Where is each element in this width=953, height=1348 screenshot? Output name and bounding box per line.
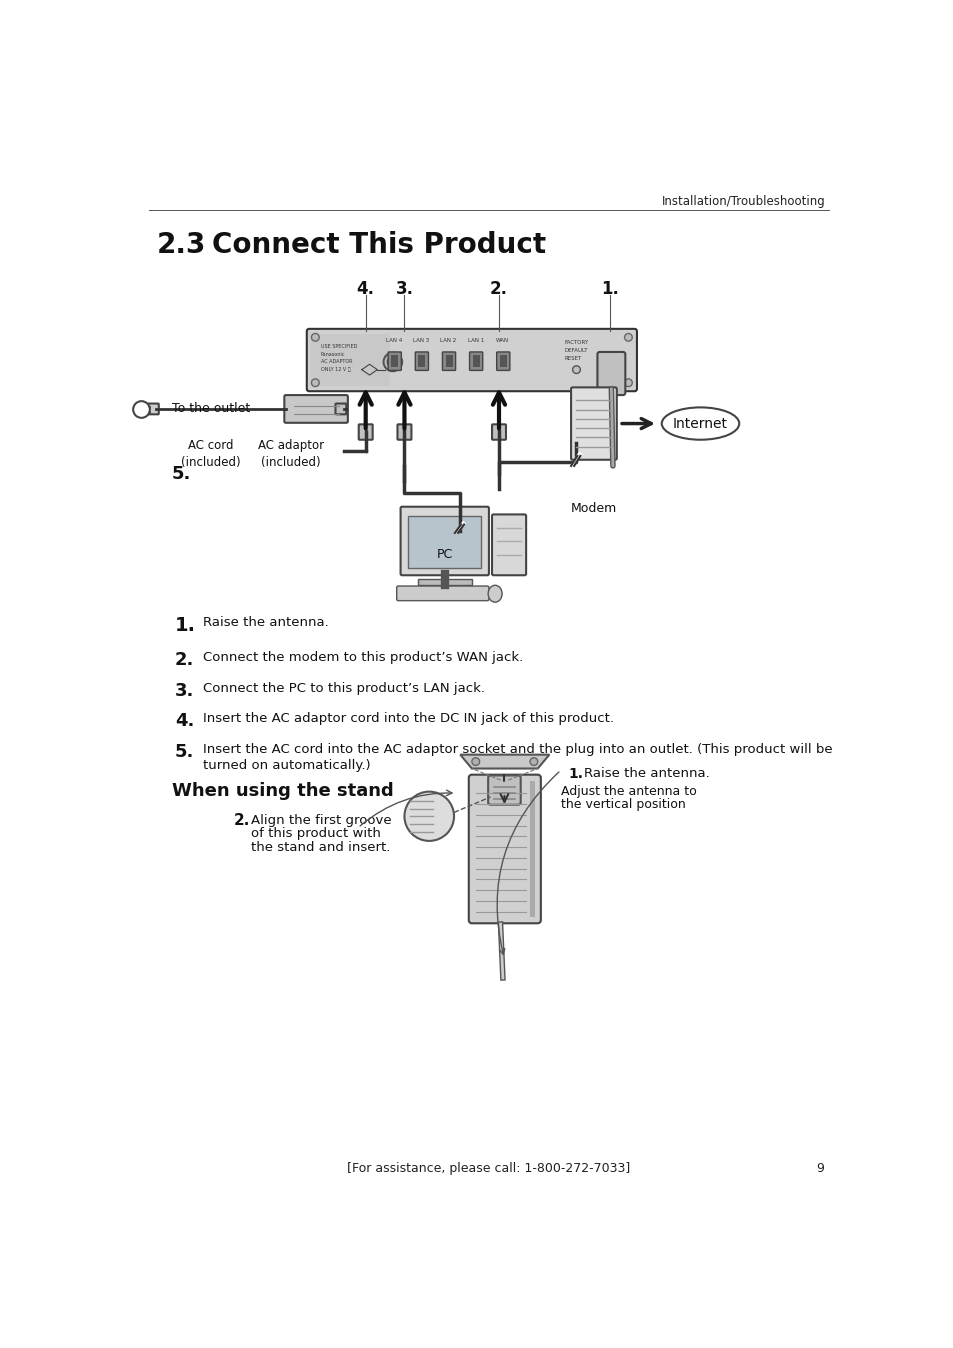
Text: Raise the antenna.: Raise the antenna. — [203, 616, 329, 630]
Text: 1.: 1. — [174, 616, 196, 635]
Text: of this product with: of this product with — [251, 828, 380, 840]
FancyBboxPatch shape — [597, 352, 624, 395]
Text: Connect This Product: Connect This Product — [212, 231, 546, 259]
Text: RESET: RESET — [564, 356, 581, 361]
Bar — [445, 355, 452, 368]
Bar — [391, 355, 397, 368]
Circle shape — [624, 379, 632, 387]
Text: AC cord
(included): AC cord (included) — [181, 439, 240, 469]
Circle shape — [404, 791, 454, 841]
Text: PC: PC — [436, 547, 453, 561]
Text: LAN 2: LAN 2 — [440, 338, 456, 342]
Text: Connect the PC to this product’s LAN jack.: Connect the PC to this product’s LAN jac… — [203, 682, 484, 694]
FancyBboxPatch shape — [397, 425, 411, 439]
Text: 3.: 3. — [174, 682, 194, 700]
Text: WAN: WAN — [496, 338, 509, 342]
Text: USE SPECIFIED: USE SPECIFIED — [320, 344, 356, 349]
Bar — [499, 355, 506, 368]
Text: LAN 3: LAN 3 — [413, 338, 429, 342]
Text: Connect the modem to this product’s WAN jack.: Connect the modem to this product’s WAN … — [203, 651, 522, 663]
Text: Adjust the antenna to: Adjust the antenna to — [560, 785, 696, 798]
Text: 5.: 5. — [174, 743, 194, 762]
Text: To the outlet: To the outlet — [172, 402, 250, 415]
Text: turned on automatically.): turned on automatically.) — [203, 759, 370, 771]
Circle shape — [383, 353, 402, 371]
Text: FACTORY: FACTORY — [564, 340, 588, 345]
FancyBboxPatch shape — [400, 507, 488, 576]
FancyBboxPatch shape — [388, 352, 401, 371]
Text: 4.: 4. — [356, 280, 375, 298]
FancyBboxPatch shape — [358, 425, 373, 439]
FancyBboxPatch shape — [492, 425, 505, 439]
Text: 3.: 3. — [395, 280, 413, 298]
FancyBboxPatch shape — [468, 775, 540, 923]
Text: Insert the AC cord into the AC adaptor socket and the plug into an outlet. (This: Insert the AC cord into the AC adaptor s… — [203, 743, 832, 756]
Bar — [408, 516, 480, 568]
Text: Panasonic: Panasonic — [320, 352, 345, 357]
Text: 2.3: 2.3 — [156, 231, 206, 259]
Text: Installation/Troubleshooting: Installation/Troubleshooting — [661, 195, 825, 209]
FancyBboxPatch shape — [488, 775, 520, 805]
Circle shape — [572, 365, 579, 373]
FancyBboxPatch shape — [307, 329, 637, 391]
FancyBboxPatch shape — [497, 352, 509, 371]
Polygon shape — [459, 755, 549, 768]
Text: [For assistance, please call: 1-800-272-7033]: [For assistance, please call: 1-800-272-… — [347, 1162, 630, 1174]
FancyBboxPatch shape — [492, 515, 525, 576]
FancyBboxPatch shape — [415, 352, 428, 371]
Text: Align the first groove: Align the first groove — [251, 814, 392, 826]
Text: 2.: 2. — [233, 813, 250, 828]
Text: 2.: 2. — [490, 280, 507, 298]
Text: LAN 1: LAN 1 — [467, 338, 483, 342]
Circle shape — [530, 758, 537, 766]
Text: 1.: 1. — [568, 767, 583, 780]
Text: 4.: 4. — [174, 712, 194, 731]
Circle shape — [311, 379, 319, 387]
Bar — [418, 355, 425, 368]
Text: Insert the AC adaptor cord into the DC IN jack of this product.: Insert the AC adaptor cord into the DC I… — [203, 712, 614, 725]
Text: the stand and insert.: the stand and insert. — [251, 841, 390, 855]
Text: AC adaptor
(included): AC adaptor (included) — [258, 439, 324, 469]
Circle shape — [311, 333, 319, 341]
FancyBboxPatch shape — [284, 395, 348, 423]
FancyBboxPatch shape — [148, 403, 158, 414]
FancyBboxPatch shape — [396, 586, 488, 601]
Text: DEFAULT: DEFAULT — [564, 348, 588, 353]
Text: LAN 4: LAN 4 — [386, 338, 402, 342]
Text: Raise the antenna.: Raise the antenna. — [583, 767, 709, 780]
Circle shape — [387, 357, 397, 368]
Text: AC ADAPTOR: AC ADAPTOR — [320, 360, 352, 364]
FancyBboxPatch shape — [469, 352, 482, 371]
FancyBboxPatch shape — [442, 352, 456, 371]
Ellipse shape — [661, 407, 739, 439]
Text: 5.: 5. — [172, 465, 192, 483]
Text: 1.: 1. — [600, 280, 618, 298]
Text: Internet: Internet — [672, 418, 727, 431]
Text: When using the stand: When using the stand — [172, 782, 394, 801]
Bar — [472, 355, 479, 368]
Circle shape — [624, 333, 632, 341]
Ellipse shape — [488, 585, 501, 603]
Text: 9: 9 — [816, 1162, 823, 1174]
FancyBboxPatch shape — [311, 334, 390, 386]
Circle shape — [472, 758, 479, 766]
Text: the vertical position: the vertical position — [560, 798, 685, 811]
Text: Modem: Modem — [570, 501, 616, 515]
Text: 2.: 2. — [174, 651, 194, 669]
Bar — [530, 780, 534, 917]
FancyBboxPatch shape — [571, 387, 617, 460]
Bar — [417, 580, 472, 585]
Text: ONLY 12 V ⎓: ONLY 12 V ⎓ — [320, 367, 350, 372]
FancyBboxPatch shape — [335, 403, 346, 414]
